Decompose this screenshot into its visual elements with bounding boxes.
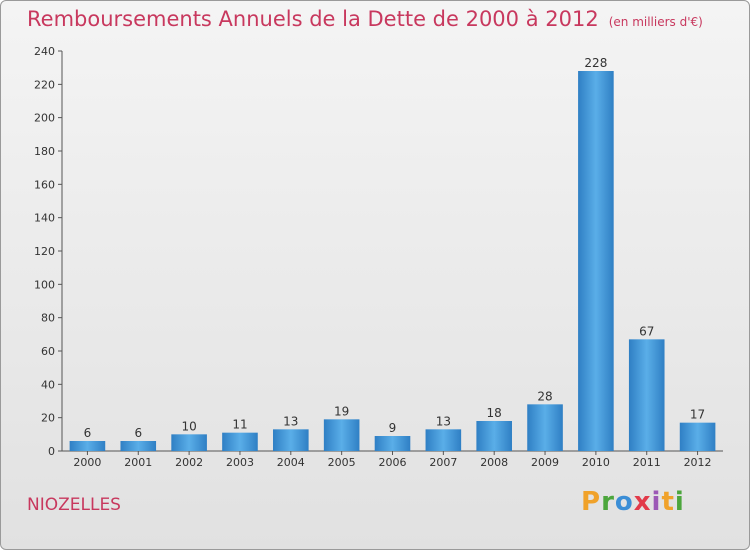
y-tick-label: 180: [34, 145, 55, 158]
chart-title-text: Remboursements Annuels de la Dette de 20…: [27, 7, 599, 31]
bars-group: 6 6 10 11 13 19 9 13 18 28 228 67 17: [69, 56, 716, 451]
y-tick-label: 200: [34, 112, 55, 125]
x-tick-label-2008: 2008: [480, 456, 508, 469]
chart-title: Remboursements Annuels de la Dette de 20…: [27, 7, 703, 31]
data-label-2006: 9: [389, 421, 397, 435]
data-label-2005: 19: [334, 404, 349, 418]
x-tick-label-2007: 2007: [429, 456, 457, 469]
data-label-2008: 18: [487, 406, 502, 420]
x-tick-label-2002: 2002: [175, 456, 203, 469]
bar-2003[interactable]: [222, 432, 258, 451]
commune-name: NIOZELLES: [27, 495, 121, 515]
data-label-2002: 10: [181, 419, 196, 433]
bar-2007[interactable]: [425, 429, 462, 451]
y-tick-label: 220: [34, 78, 55, 91]
data-label-2010: 228: [584, 56, 607, 70]
bar-2000[interactable]: [69, 441, 106, 451]
data-label-2009: 28: [537, 389, 552, 403]
x-tick-label-2010: 2010: [582, 456, 610, 469]
bar-2012[interactable]: [679, 422, 716, 451]
x-tick-label-2000: 2000: [73, 456, 101, 469]
bar-2006[interactable]: [374, 436, 411, 451]
x-tick-label-2001: 2001: [124, 456, 152, 469]
y-tick-label: 120: [34, 245, 55, 258]
y-tick-label: 60: [41, 345, 55, 358]
y-tick-label: 80: [41, 312, 55, 325]
y-tick-label: 160: [34, 178, 55, 191]
data-label-2011: 67: [639, 324, 654, 338]
axes: 0 20 40 60 80 100 120 140 160 180 200 220 240 2000 200…: [34, 45, 723, 469]
y-tick-label: 240: [34, 45, 55, 58]
y-tick-label: 100: [34, 278, 55, 291]
x-tick-label-2003: 2003: [226, 456, 254, 469]
x-tick-label-2005: 2005: [328, 456, 356, 469]
x-tick-label-2009: 2009: [531, 456, 559, 469]
bar-2009[interactable]: [527, 404, 563, 451]
data-label-2001: 6: [134, 426, 142, 440]
bar-2010[interactable]: [578, 71, 614, 451]
y-tick-label: 140: [34, 212, 55, 225]
x-tick-label-2011: 2011: [633, 456, 661, 469]
data-label-2007: 13: [436, 414, 451, 428]
bar-2002[interactable]: [171, 434, 207, 451]
bar-2008[interactable]: [476, 421, 512, 451]
y-tick-label: 0: [48, 445, 55, 458]
unit-note: (en milliers d'€): [608, 15, 703, 29]
x-tick-label-2004: 2004: [277, 456, 305, 469]
x-tick-label-2012: 2012: [684, 456, 712, 469]
data-label-2012: 17: [690, 408, 705, 422]
bar-2011[interactable]: [628, 339, 665, 451]
x-tick-label-2006: 2006: [379, 456, 407, 469]
bar-2004[interactable]: [273, 429, 309, 451]
y-tick-label: 40: [41, 378, 55, 391]
data-label-2003: 11: [232, 418, 247, 432]
bar-2005[interactable]: [323, 419, 360, 451]
data-label-2004: 13: [283, 414, 298, 428]
y-tick-label: 20: [41, 412, 55, 425]
proxiti-logo[interactable]: Proxiti: [581, 487, 685, 517]
data-label-2000: 6: [84, 426, 92, 440]
bar-2001[interactable]: [120, 441, 157, 451]
